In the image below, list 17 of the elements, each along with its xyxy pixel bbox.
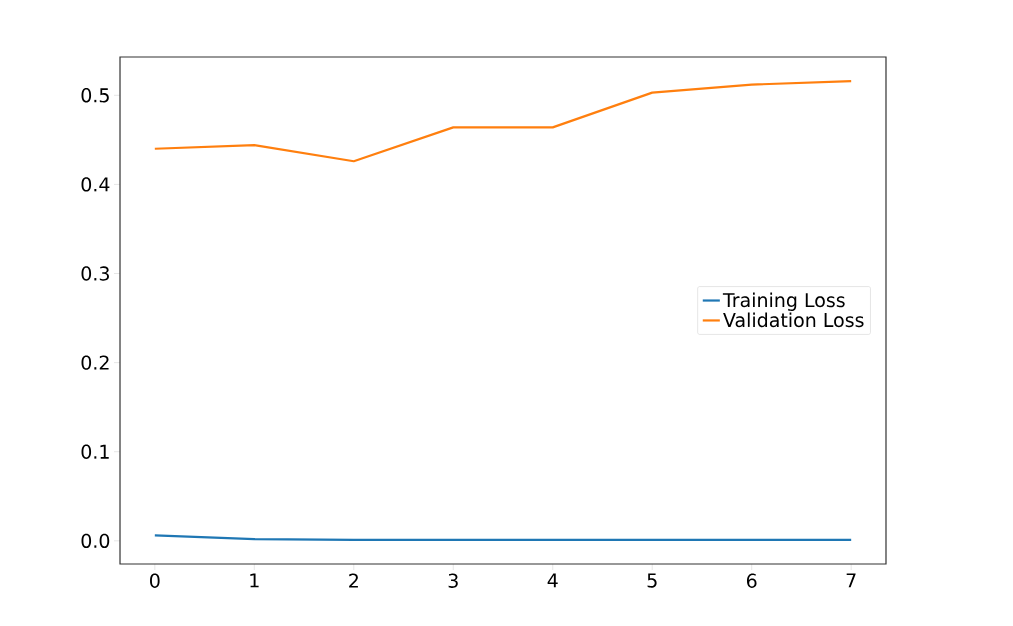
x-tick-label: 2 — [349, 573, 358, 588]
legend-label: Validation Loss — [723, 312, 864, 328]
y-tick-label: 0.1 — [81, 444, 109, 459]
x-tick-label: 1 — [250, 573, 259, 588]
y-tick-label: 0.2 — [81, 355, 109, 370]
y-tick-label: 0.0 — [81, 533, 110, 548]
line-series — [153, 79, 853, 163]
legend-label: Training Loss — [722, 292, 845, 311]
x-tick-label: 6 — [746, 573, 757, 588]
y-tick-label: 0.3 — [81, 266, 109, 281]
y-tick-label: 0.5 — [81, 88, 109, 103]
x-tick-label: 3 — [448, 573, 458, 588]
y-tick-label: 0.4 — [81, 177, 110, 192]
x-tick-label: 0 — [150, 573, 160, 588]
x-tick-label: 7 — [846, 573, 856, 588]
x-tick-label: 4 — [547, 573, 558, 588]
x-tick-label: 5 — [647, 573, 657, 588]
